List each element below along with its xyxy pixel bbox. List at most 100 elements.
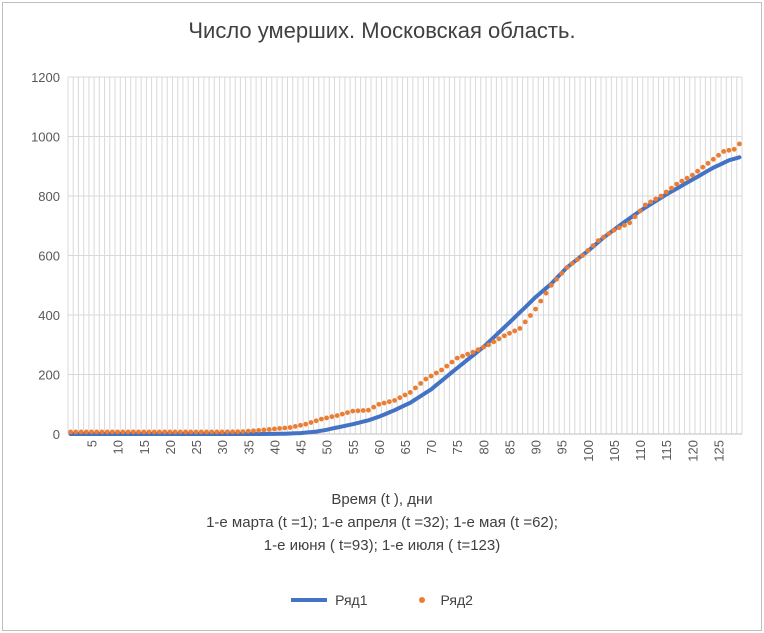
series-point-2: [68, 429, 73, 435]
series-point-2: [611, 227, 617, 233]
x-tick-label: 90: [529, 440, 544, 454]
x-tick-label: 105: [607, 440, 622, 462]
series-point-2: [214, 429, 220, 435]
series-point-2: [402, 392, 408, 398]
series-point-2: [277, 426, 282, 431]
series-point-2: [266, 427, 272, 432]
series-point-2: [245, 428, 251, 434]
x-tick-label: 35: [241, 440, 256, 454]
series-point-2: [313, 418, 319, 424]
series-point-2: [334, 413, 340, 418]
x-tick-label: 85: [502, 440, 517, 454]
x-tick-label: 70: [424, 440, 439, 454]
series-point-2: [308, 420, 314, 425]
series-point-2: [444, 363, 450, 369]
series-point-2: [737, 141, 742, 147]
series-point-2: [298, 422, 303, 428]
series-point-2: [674, 181, 680, 187]
series-point-2: [99, 429, 105, 435]
series-point-2: [559, 271, 565, 276]
series-point-2: [350, 408, 356, 414]
legend-line-marker: [291, 598, 328, 602]
series-point-2: [157, 429, 162, 435]
series-point-2: [287, 425, 293, 430]
series-point-2: [684, 175, 690, 181]
series-point-2: [512, 328, 518, 334]
x-tick-label: 45: [294, 440, 309, 454]
series-point-2: [381, 400, 387, 406]
series-point-2: [73, 429, 79, 435]
x-axis-label-line-3: 1-е июня ( t=93); 1-е июля ( t=123): [263, 537, 501, 554]
series-point-2: [731, 146, 737, 152]
x-tick-label: 65: [398, 440, 413, 454]
series-point-2: [653, 196, 659, 202]
x-tick-label: 50: [320, 440, 335, 454]
series-point-2: [575, 257, 580, 262]
x-tick-label: 125: [711, 440, 726, 462]
series-point-2: [209, 429, 215, 435]
y-tick-label: 1000: [31, 130, 60, 145]
x-axis-label: Время (t ), дни 1-е марта (t =1); 1-е ап…: [0, 488, 764, 557]
x-tick-label: 110: [633, 440, 648, 461]
x-tick-label: 55: [346, 440, 361, 454]
x-tick-label: 100: [581, 440, 596, 462]
series-point-2: [690, 172, 695, 178]
series-point-2: [204, 429, 209, 435]
series-point-2: [360, 408, 366, 413]
series-point-2: [663, 189, 669, 195]
series-point-2: [94, 429, 100, 435]
series-point-2: [104, 429, 110, 435]
series-point-2: [240, 429, 246, 434]
series-point-2: [151, 429, 157, 435]
series-point-2: [528, 313, 533, 318]
y-tick-label: 400: [38, 308, 60, 323]
series-point-2: [470, 349, 476, 355]
series-line-1: [68, 155, 742, 436]
series-point-2: [496, 336, 502, 342]
series-point-2: [329, 414, 335, 420]
series-point-2: [642, 202, 648, 208]
series-point-2: [413, 385, 418, 391]
series-point-2: [705, 160, 711, 166]
series-point-2: [632, 214, 638, 220]
series-point-2: [371, 404, 377, 410]
series-point-2: [637, 208, 643, 214]
series-point-2: [648, 199, 653, 205]
x-tick-label: 30: [215, 440, 230, 454]
series-point-2: [533, 306, 538, 312]
y-tick-label: 1200: [31, 70, 60, 85]
series-point-2: [115, 429, 120, 435]
chart-title: Число умерших. Московская область.: [188, 18, 576, 43]
series-point-2: [517, 326, 523, 331]
y-tick-label: 200: [38, 368, 60, 383]
x-tick-label: 25: [189, 440, 204, 454]
series-point-2: [188, 429, 194, 435]
series-point-2: [606, 231, 612, 237]
series-point-2: [355, 408, 361, 414]
series-point-2: [319, 416, 324, 422]
series-point-2: [454, 355, 460, 361]
series-point-2: [125, 429, 131, 435]
series-point-2: [721, 149, 727, 154]
series-point-2: [146, 429, 152, 435]
series-point-2: [261, 427, 267, 433]
series-point-2: [418, 381, 424, 386]
legend-item-series-1: Ряд1: [291, 592, 368, 608]
series-point-2: [627, 220, 633, 226]
x-tick-label: 95: [555, 440, 570, 454]
series-point-2: [658, 193, 664, 199]
series-point-2: [522, 319, 528, 325]
series-point-2: [366, 407, 371, 413]
series-point-2: [397, 395, 403, 401]
series-point-2: [303, 421, 309, 427]
series-group: [68, 141, 742, 436]
series-point-2: [538, 298, 544, 304]
series-point-2: [433, 370, 439, 376]
series-point-2: [726, 147, 732, 153]
x-axis-label-line-2: 1-е марта (t =1); 1-е апреля (t =32); 1-…: [206, 514, 558, 531]
series-point-2: [465, 351, 471, 357]
series-point-2: [89, 429, 94, 435]
series-point-2: [554, 276, 559, 282]
